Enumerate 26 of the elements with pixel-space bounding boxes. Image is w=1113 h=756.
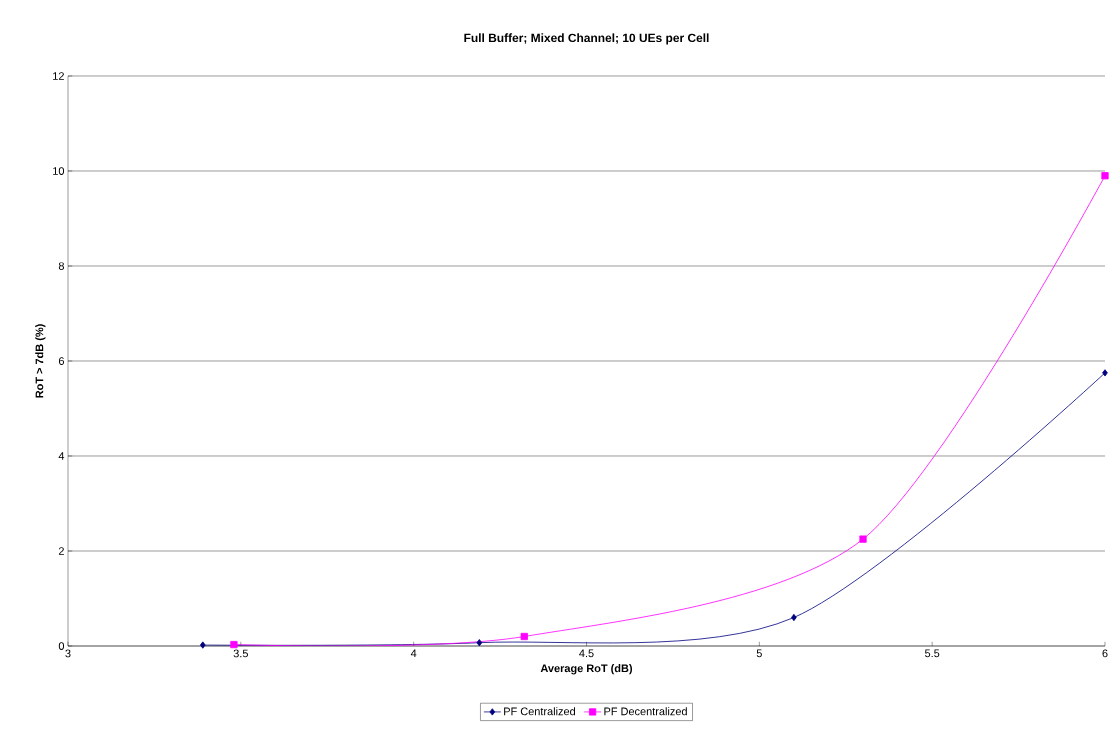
point <box>520 632 528 641</box>
point <box>1101 172 1109 180</box>
y-tick-label: 0 <box>58 642 65 650</box>
point <box>859 535 867 543</box>
x-axis-title: Average RoT (dB) <box>540 664 633 675</box>
x-tick-label: 4 <box>410 649 417 658</box>
legend-label: PF Centralized <box>504 707 575 716</box>
point <box>1102 369 1108 377</box>
y-tick-label: 12 <box>53 72 64 80</box>
y-tick-label: 10 <box>53 167 65 175</box>
x-tick-label: 5.5 <box>924 649 940 658</box>
y-tick-label: 8 <box>58 262 64 270</box>
legend-label: PF Decentralized <box>604 707 687 716</box>
point <box>200 641 206 649</box>
x-tick-label: 4.5 <box>579 649 594 658</box>
y-tick-label: 6 <box>58 357 64 365</box>
x-tick-label: 5 <box>756 649 762 658</box>
x-tick-label: 6 <box>1102 649 1108 658</box>
point <box>230 640 238 649</box>
x-tick-label: 3.5 <box>233 649 248 658</box>
y-axis-title: RoT > 7dB (%) <box>35 324 46 398</box>
point <box>476 639 483 647</box>
chart-title: Full Buffer; Mixed Channel; 10 UEs per Cell <box>464 33 709 45</box>
x-tick-label: 3 <box>65 649 71 658</box>
y-tick-label: 4 <box>58 452 65 460</box>
y-tick-label: 2 <box>58 547 64 555</box>
